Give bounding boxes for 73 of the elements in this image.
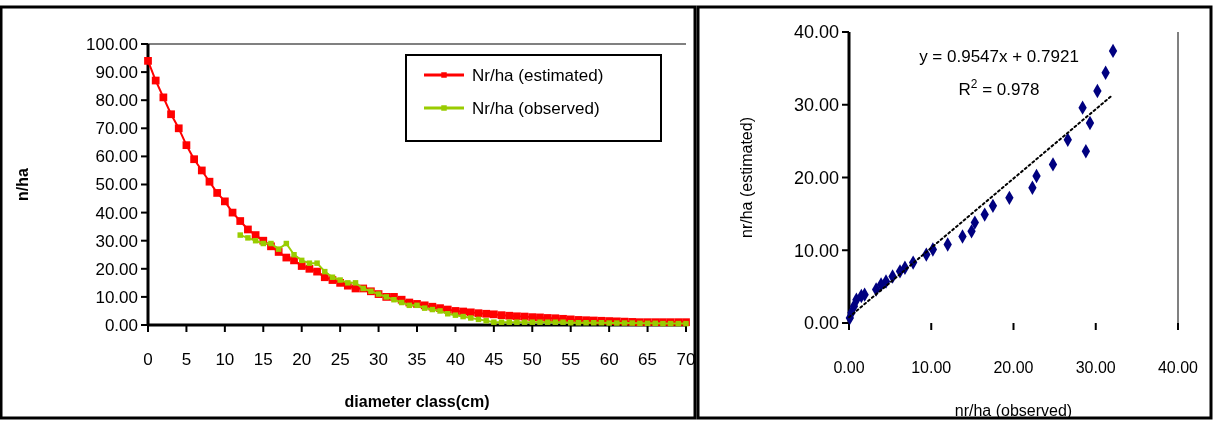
annotation: y = 0.9547x + 0.7921 (919, 47, 1079, 66)
point (560, 319, 566, 325)
y-tick-label: 100.00 (86, 34, 138, 54)
point (506, 319, 512, 325)
x-tick-label: 20 (292, 350, 312, 369)
legend-label: Nr/ha (observed) (472, 98, 600, 118)
point (421, 305, 428, 311)
point (306, 260, 313, 266)
x-tick-label: 30 (369, 350, 389, 369)
x-tick-label: 25 (330, 350, 350, 369)
x-tick-label: 35 (407, 350, 427, 369)
point (322, 268, 328, 275)
point (245, 235, 251, 241)
point (452, 312, 459, 318)
point (491, 319, 497, 325)
legend-label: Nr/ha (estimated) (472, 65, 604, 85)
y-tick-label: 80.00 (95, 91, 138, 111)
point (583, 320, 589, 326)
point (552, 319, 559, 325)
point (537, 319, 543, 325)
point (329, 274, 336, 280)
point (237, 232, 243, 238)
x-tick-label: 10 (215, 350, 235, 369)
x-tick-label: 30.00 (1075, 359, 1116, 376)
x-tick-label: 45 (484, 350, 504, 369)
point (529, 319, 536, 325)
y-tick-label: 90.00 (95, 63, 138, 83)
point (514, 319, 520, 325)
point (314, 260, 320, 266)
y-tick-label: 60.00 (95, 147, 138, 167)
point (468, 315, 474, 321)
x-tick-label: 65 (638, 350, 658, 369)
x-tick-label: 40.00 (1157, 359, 1199, 376)
annotation: R$^{2}$ = 0.978 (958, 77, 1040, 99)
point (521, 319, 528, 325)
y-tick-label: 10.00 (793, 240, 839, 261)
y-tick-label: 0.00 (104, 315, 138, 335)
y-tick-label: 30.00 (95, 231, 138, 251)
x-tick-label: 5 (181, 350, 192, 369)
point (483, 318, 489, 324)
point (544, 319, 551, 325)
x-tick-label: 10.00 (911, 359, 952, 376)
y-tick-label: 40.00 (95, 203, 138, 223)
x-tick-label: 15 (253, 350, 273, 369)
x-tick-label: 20.00 (993, 359, 1034, 376)
y-tick-label: 40.00 (793, 22, 839, 43)
y-tick-label: 0.00 (803, 313, 839, 334)
point (345, 280, 351, 286)
y-tick-label: 30.00 (793, 95, 839, 116)
y-axis-title: nr/ha (estimated) (738, 117, 755, 238)
point (498, 319, 505, 325)
y-tick-label: 20.00 (793, 167, 839, 188)
x-axis-title: diameter class(cm) (344, 393, 490, 410)
point (591, 320, 597, 326)
point (460, 313, 466, 320)
y-tick-label: 70.00 (95, 119, 138, 139)
x-tick-label: 40 (445, 350, 465, 369)
x-tick-label: 0 (143, 350, 153, 369)
x-tick-label: 0.00 (833, 359, 865, 376)
y-tick-label: 20.00 (95, 259, 138, 279)
point (268, 240, 274, 247)
point (337, 277, 343, 283)
y-axis-title: n/ha (14, 167, 31, 201)
point (275, 246, 282, 252)
x-tick-label: 55 (561, 350, 581, 369)
y-tick-label: 50.00 (95, 175, 138, 195)
point (291, 252, 297, 258)
point (352, 280, 359, 286)
x-tick-label: 50 (522, 350, 542, 369)
y-tick-label: 10.00 (95, 287, 138, 307)
x-tick-label: 60 (599, 350, 619, 369)
point (437, 308, 443, 314)
x-axis-title: nr/ha (observed) (954, 402, 1073, 419)
